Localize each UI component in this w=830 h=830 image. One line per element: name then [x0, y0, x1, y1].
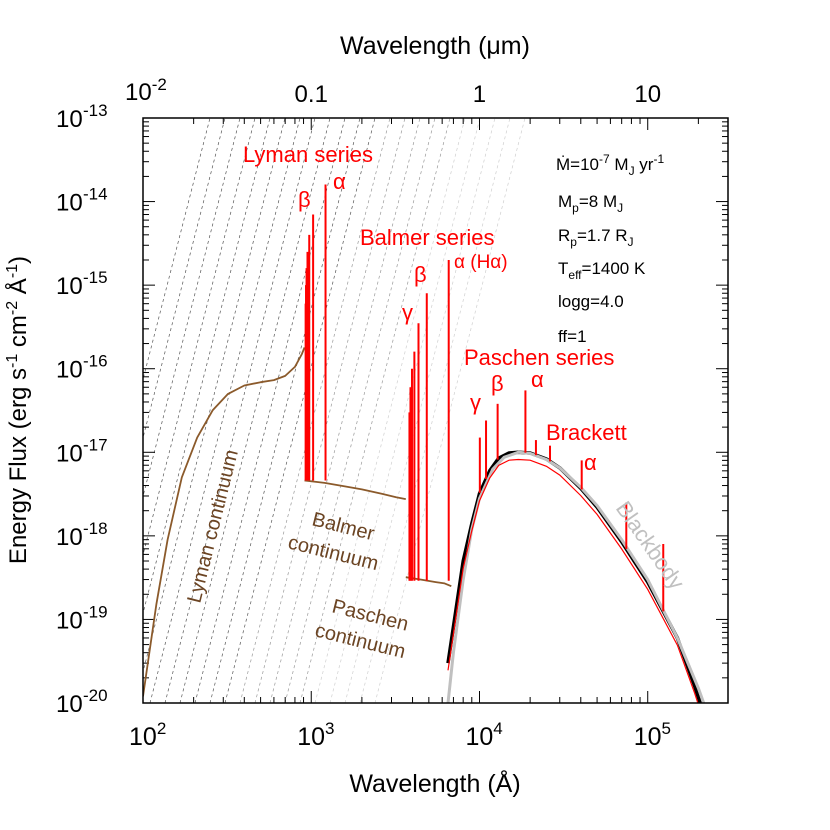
top-tick-label: 10: [634, 81, 661, 108]
brackett-alpha-label: α: [584, 450, 597, 475]
lyman-beta-label: β: [298, 187, 311, 212]
paschen-alpha-label: α: [531, 367, 544, 392]
hatch-line: [194, 118, 346, 703]
paschen-beta-label: β: [491, 371, 504, 396]
hatch-line: [314, 118, 466, 703]
balmer-gamma-label: γ: [402, 300, 413, 325]
lyman-series-label: Lyman series: [243, 142, 373, 167]
hatch-line: [284, 118, 436, 703]
series-layer: [143, 347, 706, 703]
paschen-series-label: Paschen series: [464, 345, 614, 370]
hatch-line: [143, 118, 256, 557]
dilution-hatch: [143, 118, 526, 703]
hatch-line: [179, 118, 331, 703]
param-logg: logg=4.0: [558, 292, 624, 311]
balmer-series-label: Balmer series: [360, 225, 494, 250]
lyman-continuum-label: Lyman continuum: [184, 447, 243, 605]
x-tick-label: 102: [129, 719, 166, 751]
hatch-line: [143, 118, 286, 674]
top-tick-label: 10-2: [125, 75, 167, 106]
y-tick-label: 10-16: [56, 352, 108, 384]
series-balmer-continuum: [304, 479, 406, 500]
y-tick-label: 10-14: [56, 185, 108, 217]
x-tick-labels: 102 103 104 105: [129, 719, 671, 751]
hatch-line: [254, 118, 406, 703]
lyman-alpha-label: α: [333, 169, 346, 194]
hatch-line: [143, 118, 226, 440]
hatch-line: [269, 118, 421, 703]
x-axis-label: Wavelength (Å): [349, 768, 520, 798]
hatch-line: [164, 118, 316, 703]
emission-lines-layer: [304, 184, 665, 612]
param-radius: Rp=1.7 RJ: [558, 226, 634, 249]
x-tick-label: 103: [297, 719, 334, 751]
x-tick-label: 105: [634, 719, 671, 751]
balmer-beta-label: β: [414, 262, 427, 287]
y-tick-label: 10-17: [56, 435, 108, 467]
hatch-line: [143, 118, 271, 615]
hatch-line: [239, 118, 391, 703]
series-lyman-continuum: [143, 347, 306, 697]
line-annotations: Lyman series α β Balmer series α (Hα) β …: [243, 142, 627, 475]
hatch-line: [149, 118, 301, 703]
paschen-gamma-label: γ: [470, 390, 481, 415]
param-ff: ff=1: [558, 327, 587, 346]
top-tick-label: 1: [473, 81, 486, 108]
hatch-line: [359, 118, 511, 703]
hatch-line: [224, 118, 376, 703]
hatch-line: [344, 118, 496, 703]
axis-ticks: [142, 117, 729, 704]
y-tick-label: 10-20: [56, 686, 108, 718]
y-tick-label: 10-19: [56, 602, 108, 634]
brackett-label: Brackett: [546, 420, 627, 445]
hatch-line: [299, 118, 451, 703]
top-axis-label: Wavelength (μm): [340, 32, 530, 60]
param-mass: Mp=8 MJ: [558, 192, 623, 215]
hatch-line: [209, 118, 361, 703]
param-mdot: Ṁ=10-7 MJ yr-1: [556, 152, 664, 178]
x-tick-label: 104: [465, 719, 502, 751]
plot-frame: [142, 117, 729, 704]
hatch-line: [374, 118, 526, 703]
y-tick-labels: 10-13 10-14 10-15 10-16 10-17 10-18 10-19 10-20: [56, 101, 108, 718]
y-tick-label: 10-18: [56, 519, 108, 551]
balmer-alpha-label: α (Hα): [454, 252, 508, 273]
y-tick-label: 10-15: [56, 268, 108, 300]
hatch-line: [329, 118, 481, 703]
y-axis-label: Energy Flux (erg s-1 cm-2 Å-1): [4, 256, 32, 564]
param-teff: Teff=1400 K: [558, 259, 646, 282]
parameter-block: Ṁ=10-7 MJ yr-1 Mp=8 MJ Rp=1.7 RJ Teff=14…: [556, 152, 664, 346]
series-paschen-continuum: [405, 576, 452, 588]
hatch-line: [143, 118, 241, 498]
top-tick-labels: 10-2 0.1 1 10: [125, 75, 661, 108]
top-tick-label: 0.1: [295, 81, 328, 108]
series-model-total: [447, 458, 699, 703]
y-tick-label: 10-13: [56, 101, 108, 133]
